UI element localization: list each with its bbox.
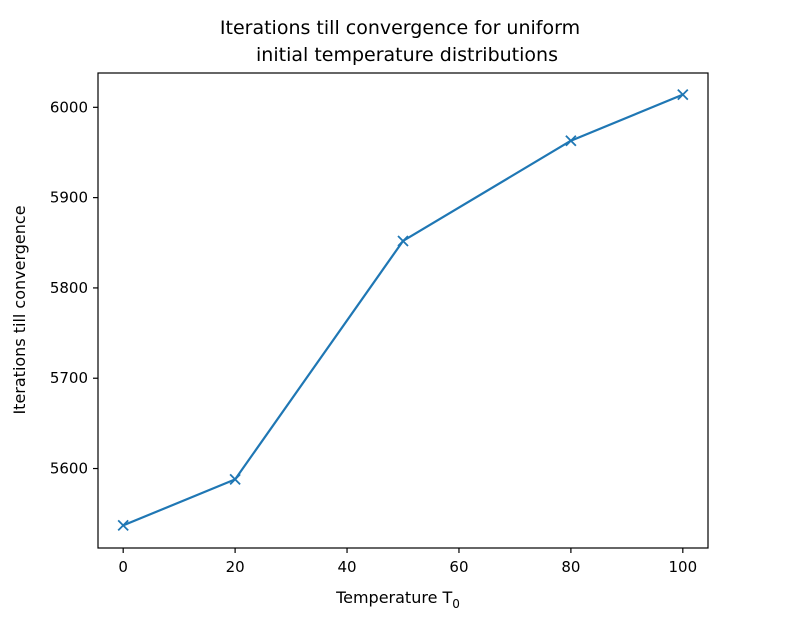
y-tick-label: 5700 [50,369,88,387]
x-axis: 0 20 40 60 80 100 [118,548,697,576]
y-tick-label: 6000 [50,98,88,116]
axes-frame [97,72,709,549]
x-axis-label-subscript: 0 [452,597,460,611]
x-tick-label: 0 [118,558,128,576]
y-axis-label: Iterations till convergence [10,205,29,414]
plot-area [117,89,689,532]
data-point-marker [565,135,577,147]
y-tick-label: 5900 [50,189,88,207]
data-point-marker [677,89,689,101]
data-point-marker [117,519,129,532]
x-tick-label: 20 [226,558,245,576]
y-tick-label: 5600 [50,460,88,478]
x-tick-label: 60 [449,558,468,576]
y-axis: 5600 5700 5800 5900 6000 [50,98,98,478]
x-axis-label: Temperature T0 [335,588,460,611]
series-line [122,93,684,527]
y-tick-label: 5800 [50,279,88,297]
x-tick-label: 80 [561,558,580,576]
x-axis-label-text: Temperature T [335,588,452,607]
x-tick-label: 40 [337,558,356,576]
data-point-marker [397,235,409,247]
x-tick-label: 100 [668,558,697,576]
chart-title-line-1: Iterations till convergence for uniform [220,17,580,39]
chart-title-line-2: initial temperature distributions [256,44,558,66]
data-point-marker [229,473,241,486]
